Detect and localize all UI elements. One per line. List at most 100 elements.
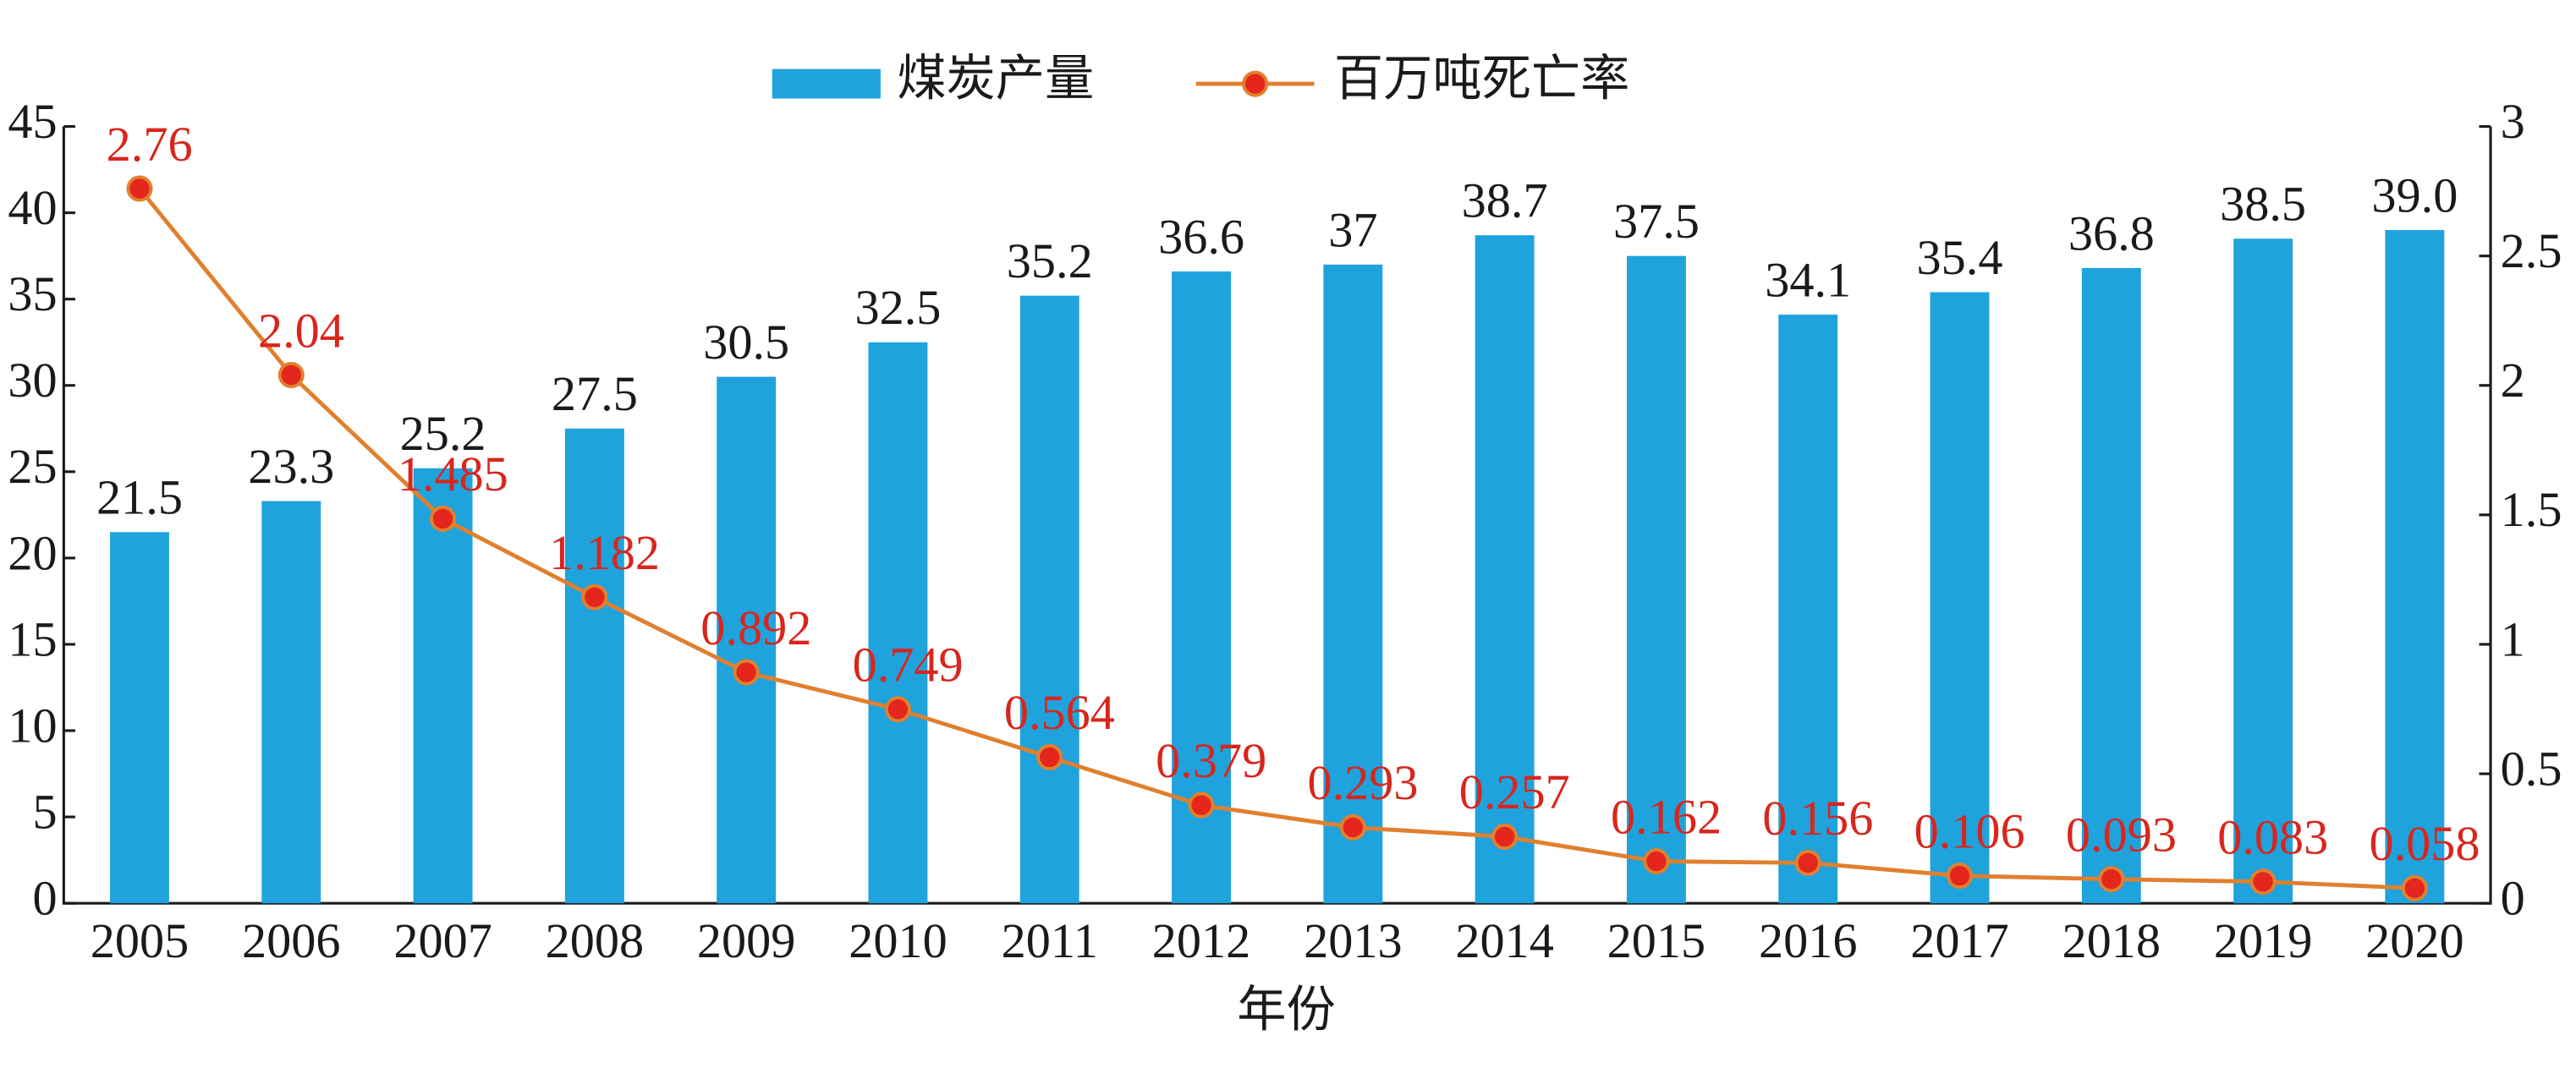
y2-tick-label: 1.5 (2501, 482, 2562, 537)
y2-tick-label: 2 (2501, 353, 2525, 408)
x-tick-label: 2007 (393, 913, 492, 968)
y2-tick-label: 3 (2501, 94, 2525, 149)
y2-tick-label: 0 (2501, 871, 2525, 926)
y2-tick-label: 2.5 (2501, 223, 2562, 278)
bar (1930, 292, 1990, 904)
line-marker (1339, 813, 1366, 841)
bar (868, 342, 928, 904)
line-value-label: 1.182 (549, 525, 660, 580)
line-marker (884, 696, 911, 723)
bar-value-label: 39.0 (2371, 167, 2458, 222)
line-marker (126, 175, 153, 202)
bar-value-label: 32.5 (854, 280, 941, 335)
x-tick-label: 2009 (697, 913, 796, 968)
bar (2385, 230, 2445, 904)
bar-value-label: 38.5 (2220, 177, 2306, 232)
y-tick-label: 30 (8, 353, 57, 408)
line-value-label: 2.76 (107, 117, 193, 172)
line-value-label: 0.058 (2369, 816, 2480, 871)
line-value-label: 0.379 (1156, 733, 1266, 788)
line-value-label: 0.083 (2217, 809, 2328, 864)
x-tick-label: 2012 (1152, 913, 1251, 968)
x-tick-label: 2018 (2062, 913, 2161, 968)
y-tick-label: 20 (8, 525, 57, 580)
line-marker (2401, 874, 2428, 901)
y-tick-label: 0 (32, 871, 57, 926)
line-marker (1946, 863, 1974, 890)
line-value-label: 1.485 (398, 446, 508, 501)
bar-value-label: 35.2 (1007, 233, 1093, 288)
x-axis-label: 年份 (1237, 983, 1336, 1038)
bar (1323, 264, 1383, 904)
bar-value-label: 27.5 (552, 366, 638, 421)
legend-label: 百万吨死亡率 (1334, 51, 1630, 106)
legend-marker (1242, 70, 1269, 97)
x-tick-label: 2011 (1002, 913, 1098, 968)
bar-value-label: 36.8 (2068, 205, 2155, 260)
y-tick-label: 45 (8, 94, 57, 149)
bar (261, 501, 321, 904)
line-value-label: 0.257 (1459, 764, 1570, 819)
x-tick-label: 2019 (2214, 913, 2313, 968)
x-tick-label: 2016 (1759, 913, 1858, 968)
line-value-label: 0.156 (1762, 791, 1873, 846)
bar-value-label: 37 (1328, 202, 1377, 257)
x-tick-label: 2005 (91, 913, 189, 968)
bar-value-label: 25.2 (400, 406, 486, 461)
bar-value-label: 38.7 (1462, 173, 1548, 228)
bar (110, 532, 169, 904)
line-value-label: 2.04 (258, 303, 344, 358)
line-value-label: 0.162 (1611, 789, 1722, 844)
bar (717, 376, 777, 904)
line-value-label: 0.892 (700, 600, 811, 655)
bar (1778, 315, 1838, 904)
line-marker (581, 583, 608, 611)
line-value-label: 0.293 (1307, 755, 1418, 810)
x-tick-label: 2013 (1304, 913, 1402, 968)
line-marker (430, 505, 457, 532)
x-tick-label: 2017 (1910, 913, 2009, 968)
bar (1019, 295, 1079, 904)
bar-value-label: 36.6 (1158, 209, 1244, 264)
y-tick-label: 40 (8, 180, 57, 235)
line-marker (1643, 848, 1670, 875)
line (138, 187, 2415, 890)
bar (564, 428, 624, 904)
line-marker (1491, 823, 1519, 850)
bar-value-label: 37.5 (1613, 194, 1700, 249)
x-tick-label: 2008 (546, 913, 645, 968)
line-marker (277, 361, 305, 389)
line-value-label: 0.749 (853, 638, 964, 693)
x-tick-label: 2010 (849, 913, 947, 968)
bar-value-label: 30.5 (703, 315, 789, 370)
line-value-label: 0.106 (1914, 803, 2025, 858)
legend-swatch (772, 68, 881, 99)
x-tick-label: 2020 (2365, 913, 2464, 968)
y2-tick-label: 0.5 (2501, 741, 2562, 796)
bar (2081, 267, 2141, 904)
bar-value-label: 34.1 (1765, 253, 1851, 308)
y2-tick-label: 1 (2501, 611, 2525, 666)
line-marker (1794, 849, 1821, 876)
line-value-label: 0.093 (2066, 807, 2177, 862)
bar (2233, 238, 2293, 904)
line-marker (2249, 868, 2277, 896)
line-marker (1188, 791, 1215, 819)
bar-value-label: 21.5 (96, 470, 183, 525)
x-tick-label: 2014 (1455, 913, 1553, 968)
y-tick-label: 10 (8, 698, 57, 753)
bar (1626, 255, 1686, 904)
line-value-label: 0.564 (1004, 685, 1115, 740)
line-marker (2098, 866, 2125, 893)
line-marker (1036, 743, 1063, 770)
line-marker (733, 659, 760, 686)
y-tick-label: 35 (8, 266, 57, 321)
y-tick-label: 25 (8, 439, 57, 494)
x-tick-label: 2006 (242, 913, 340, 968)
legend-label: 煤炭产量 (897, 51, 1094, 106)
y-tick-label: 5 (32, 784, 57, 839)
bar-value-label: 35.4 (1917, 230, 2003, 285)
bar-value-label: 23.3 (248, 439, 334, 494)
x-tick-label: 2015 (1607, 913, 1706, 968)
